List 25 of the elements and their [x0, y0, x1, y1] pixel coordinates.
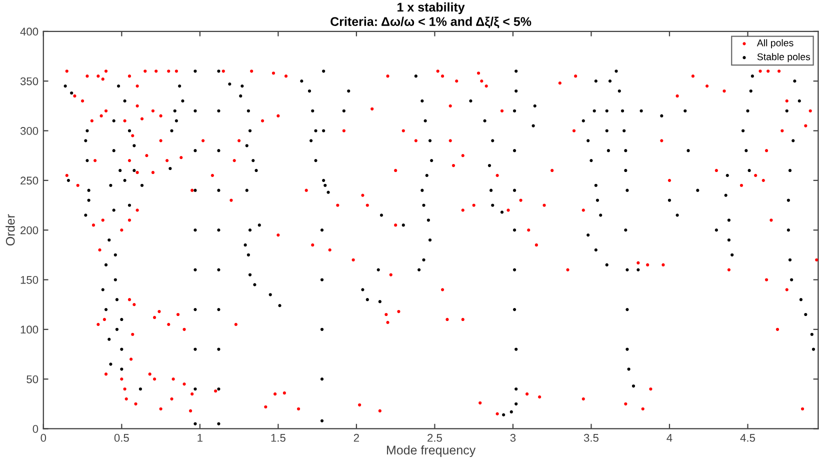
- y-tick-label: 250: [20, 176, 38, 185]
- x-tick-label: 0: [40, 434, 46, 442]
- y-tick-label: 400: [20, 28, 38, 36]
- y-tick-label: 350: [20, 77, 38, 86]
- x-tick-label: 3: [510, 434, 516, 442]
- y-tick-label: 50: [26, 375, 38, 384]
- x-tick-label: 4: [666, 434, 672, 442]
- x-tick-label: 1.5: [271, 434, 286, 442]
- x-tick-label: 1: [198, 434, 202, 442]
- chart-title: 1 x stability: [398, 2, 465, 14]
- x-tick-label: 2: [354, 434, 359, 442]
- y-axis-title: Order: [6, 214, 15, 246]
- y-tick-label: 200: [20, 226, 38, 234]
- x-tick-label: 4.5: [740, 434, 756, 442]
- x-tick-label: 2.5: [428, 434, 442, 442]
- y-tick-label: 300: [20, 127, 38, 135]
- x-tick-label: 0.5: [114, 434, 129, 442]
- y-tick-label: 150: [20, 276, 38, 284]
- legend-label: Stable poles: [757, 53, 810, 62]
- y-tick-label: 100: [20, 326, 38, 334]
- legend-label: All poles: [756, 39, 794, 48]
- chart-subtitle: Criteria: Δω/ω < 1% and Δξ/ξ < 5%: [330, 16, 532, 28]
- y-tick-label: 0: [32, 425, 38, 433]
- x-axis-title: Mode frequency: [387, 445, 476, 457]
- x-tick-label: 3.5: [584, 434, 598, 442]
